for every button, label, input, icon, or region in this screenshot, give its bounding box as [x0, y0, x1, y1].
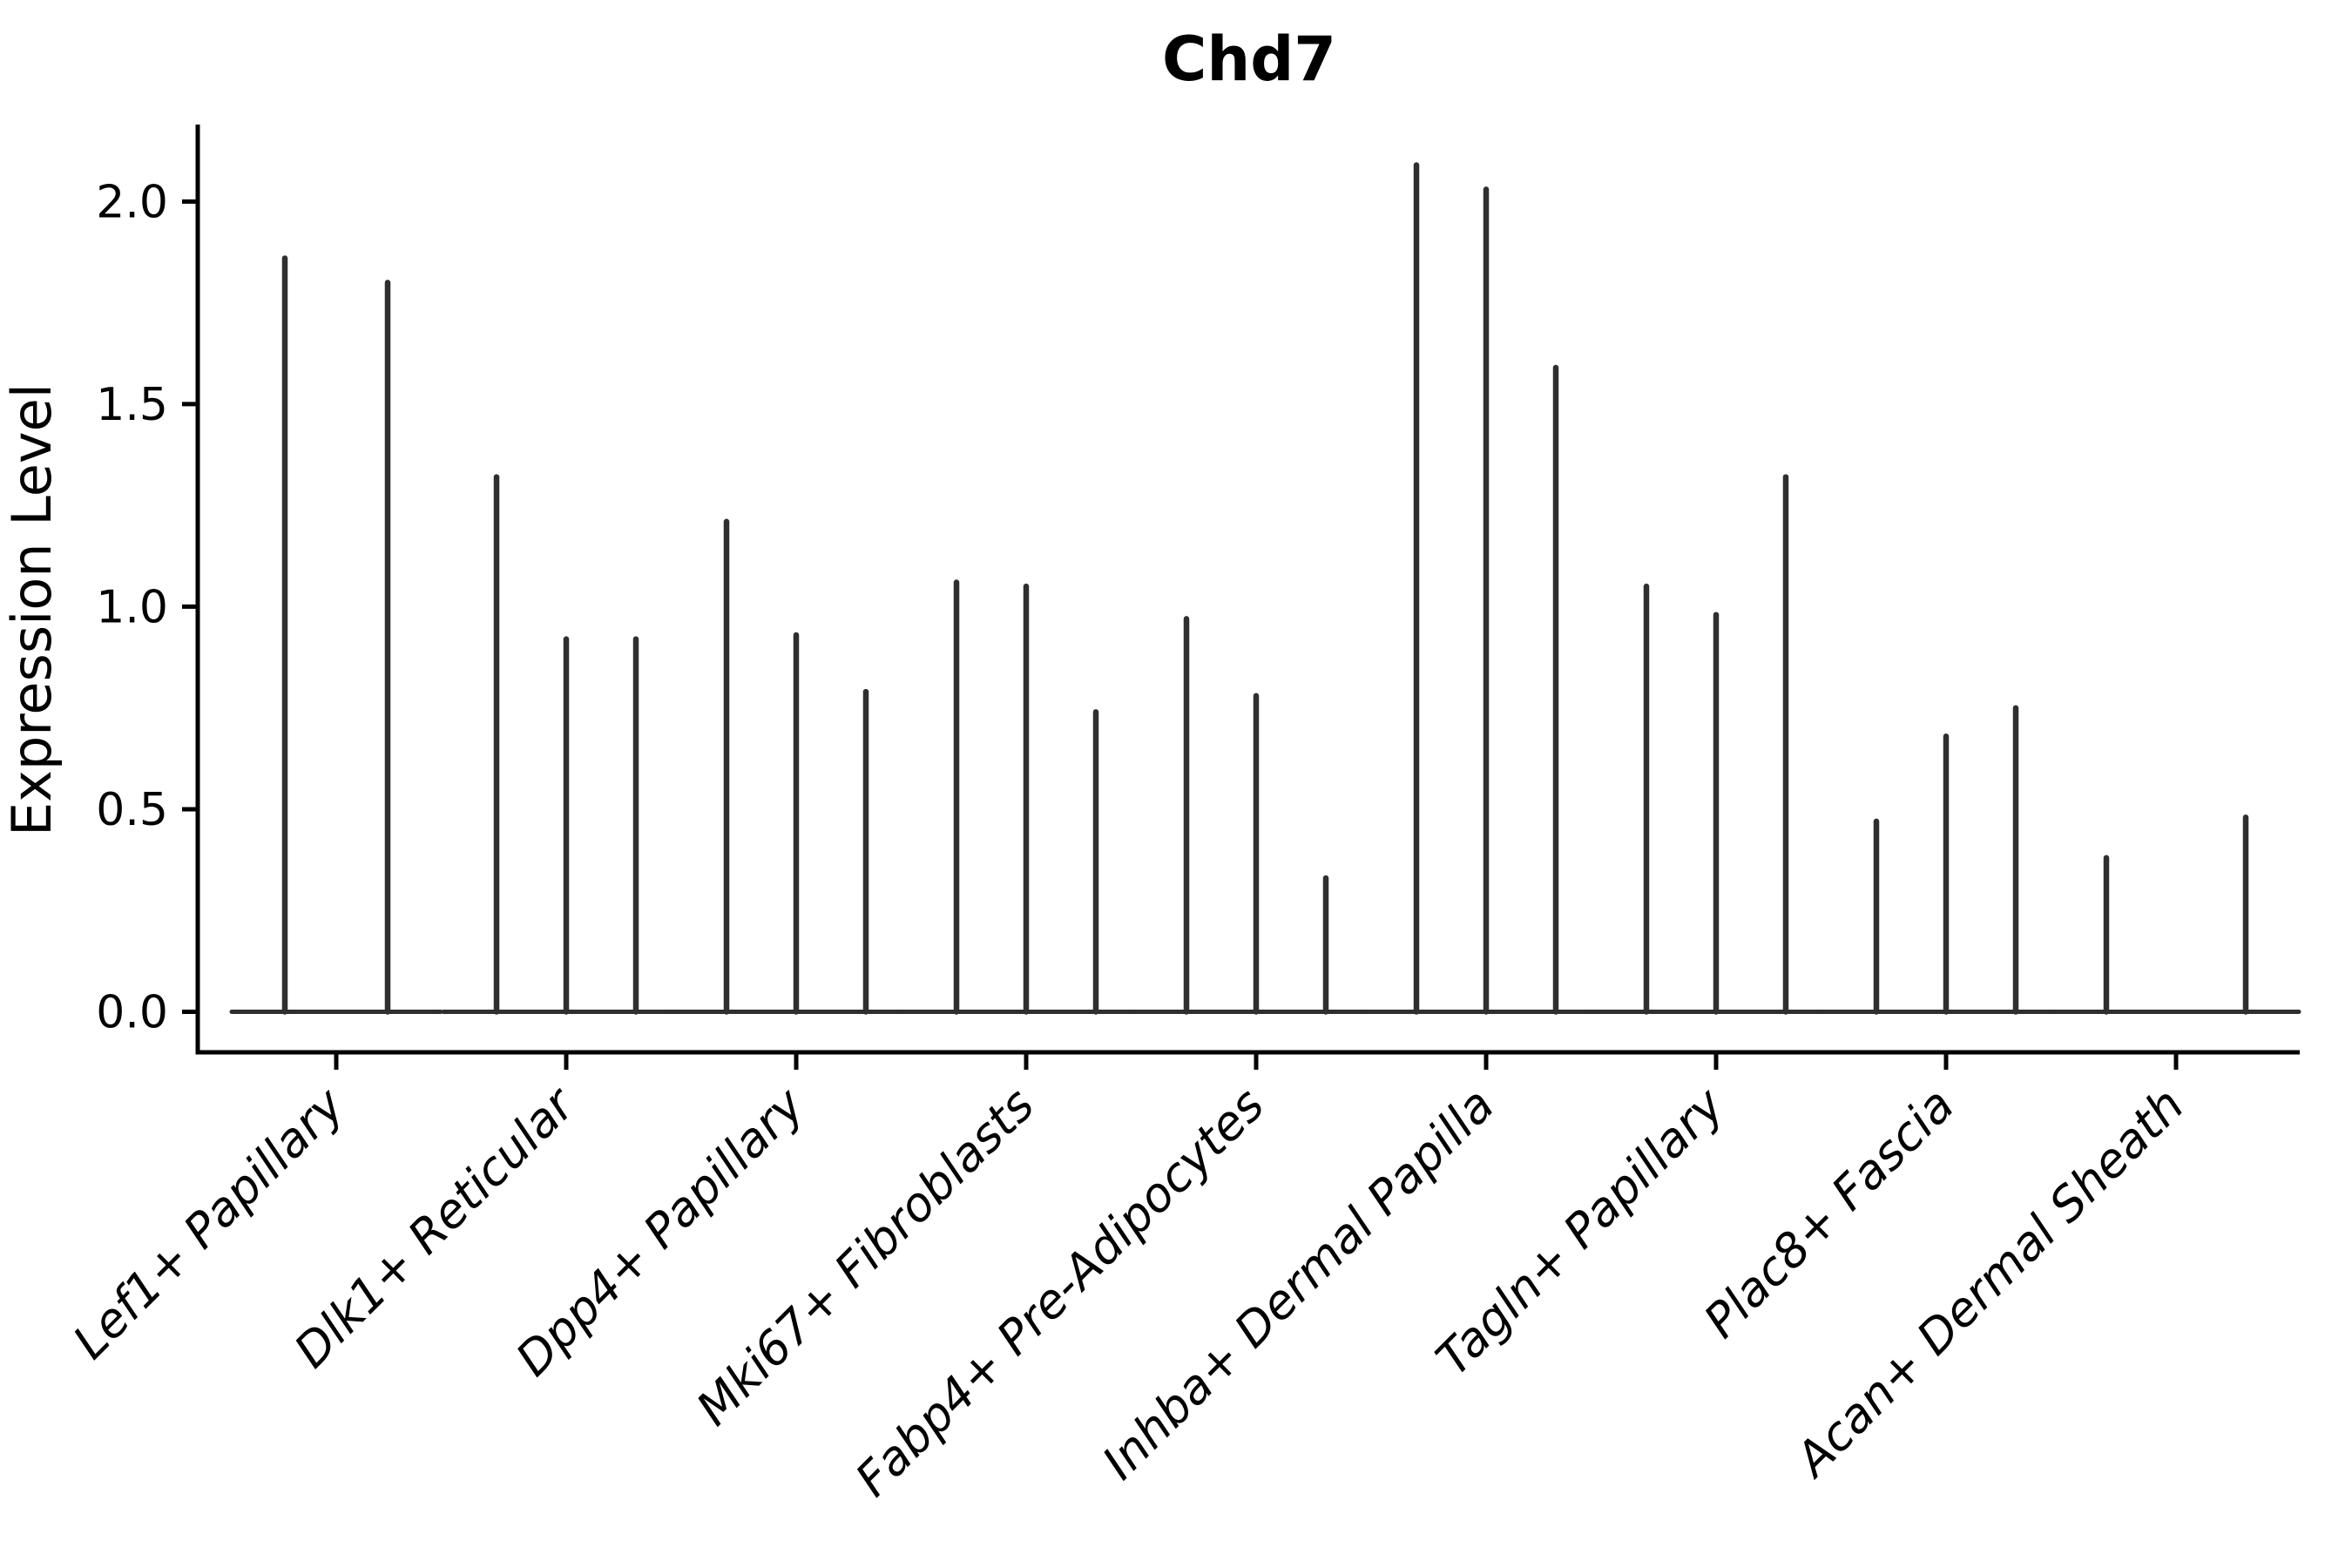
- x-tick-label: Inhba+ Dermal Papilla: [1092, 1078, 1504, 1490]
- y-axis-label: Expression Level: [0, 383, 64, 836]
- chart-title: Chd7: [1162, 24, 1336, 95]
- x-tick-label: Plac8+ Fascia: [1693, 1078, 1964, 1348]
- violin-layer: [229, 162, 2301, 1015]
- axes-layer: [182, 125, 2300, 1070]
- y-tick-label: 1.0: [96, 581, 168, 633]
- y-tick-label: 0.0: [96, 986, 168, 1038]
- x-tick-label: Acan+ Dermal Sheath: [1783, 1078, 2194, 1489]
- y-tick-label: 2.0: [96, 176, 168, 228]
- x-tick-label: Fabp4+ Pre-Adipocytes: [845, 1078, 1274, 1507]
- y-tick-label: 0.5: [96, 784, 168, 836]
- y-tick-label: 1.5: [96, 379, 168, 431]
